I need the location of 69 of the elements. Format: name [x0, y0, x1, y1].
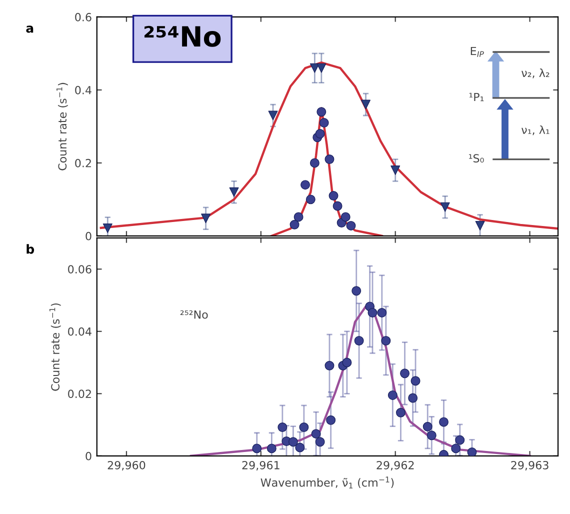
point — [361, 100, 371, 110]
annotation: ν₁, λ₁ — [522, 125, 550, 136]
point — [319, 118, 329, 128]
point — [294, 212, 304, 222]
annotation: ¹S₀ — [469, 154, 484, 163]
point — [422, 422, 432, 432]
point — [300, 180, 310, 190]
point — [315, 129, 325, 138]
point — [342, 358, 352, 368]
point — [388, 390, 398, 400]
point — [439, 417, 448, 427]
x-axis-title: Wavenumber, ν̃$_{1}$ (cm$^{−1}$) — [260, 476, 394, 488]
x-tick-label: 29,963 — [511, 460, 548, 471]
chart-title: a — [26, 26, 34, 33]
point — [266, 444, 276, 454]
point — [340, 212, 350, 222]
point — [290, 220, 300, 230]
point — [467, 447, 477, 456]
point — [201, 214, 211, 224]
point — [368, 308, 378, 318]
annotation: ¹P₁ — [469, 92, 484, 102]
point — [381, 336, 391, 346]
point — [328, 191, 338, 201]
point — [396, 408, 406, 418]
point — [252, 444, 262, 454]
y-tick-label: 0.02 — [68, 390, 91, 398]
point — [332, 201, 342, 211]
point — [408, 393, 418, 403]
annotation: E$_{IP}$ — [470, 46, 484, 57]
y-tick-label: 0.6 — [75, 12, 92, 22]
annotation: ²⁵⁴No — [144, 26, 221, 47]
line-series — [100, 61, 558, 230]
point — [410, 376, 420, 386]
annotation: ²⁵²No — [180, 310, 208, 319]
y-tick-label: 0.4 — [75, 86, 92, 94]
chart-title: b — [26, 244, 34, 254]
x-tick-label: 29,962 — [376, 460, 414, 471]
point — [310, 158, 320, 168]
x-tick-label: 29,961 — [242, 460, 280, 471]
point — [475, 220, 485, 230]
point — [390, 165, 400, 175]
point — [324, 360, 334, 370]
point — [352, 286, 362, 296]
point — [324, 154, 334, 164]
y-tick-label: 0.2 — [75, 158, 91, 168]
point — [451, 444, 461, 454]
point — [315, 437, 325, 447]
point — [400, 368, 410, 378]
point — [102, 224, 112, 234]
point — [346, 220, 356, 230]
point — [426, 430, 436, 440]
y-tick-label: 0.04 — [68, 327, 92, 336]
x-tick-label: 29,960 — [108, 460, 146, 471]
point — [306, 194, 316, 204]
y-tick-label: 0.06 — [68, 265, 92, 274]
y-tick-label: 0 — [86, 232, 92, 240]
point — [326, 415, 336, 425]
y-tick-label: 0 — [86, 452, 92, 460]
point — [316, 107, 326, 117]
point — [311, 429, 321, 439]
y-axis-title: Count rate (s$^{−1}$) — [56, 82, 68, 170]
point — [316, 63, 326, 73]
point — [354, 336, 364, 346]
y-axis-title: Count rate (s$^{−1}$) — [49, 303, 61, 391]
point — [288, 437, 298, 447]
point — [440, 202, 450, 212]
point — [229, 187, 239, 197]
point — [268, 110, 278, 120]
annotation: ν₂, λ₂ — [522, 68, 550, 78]
